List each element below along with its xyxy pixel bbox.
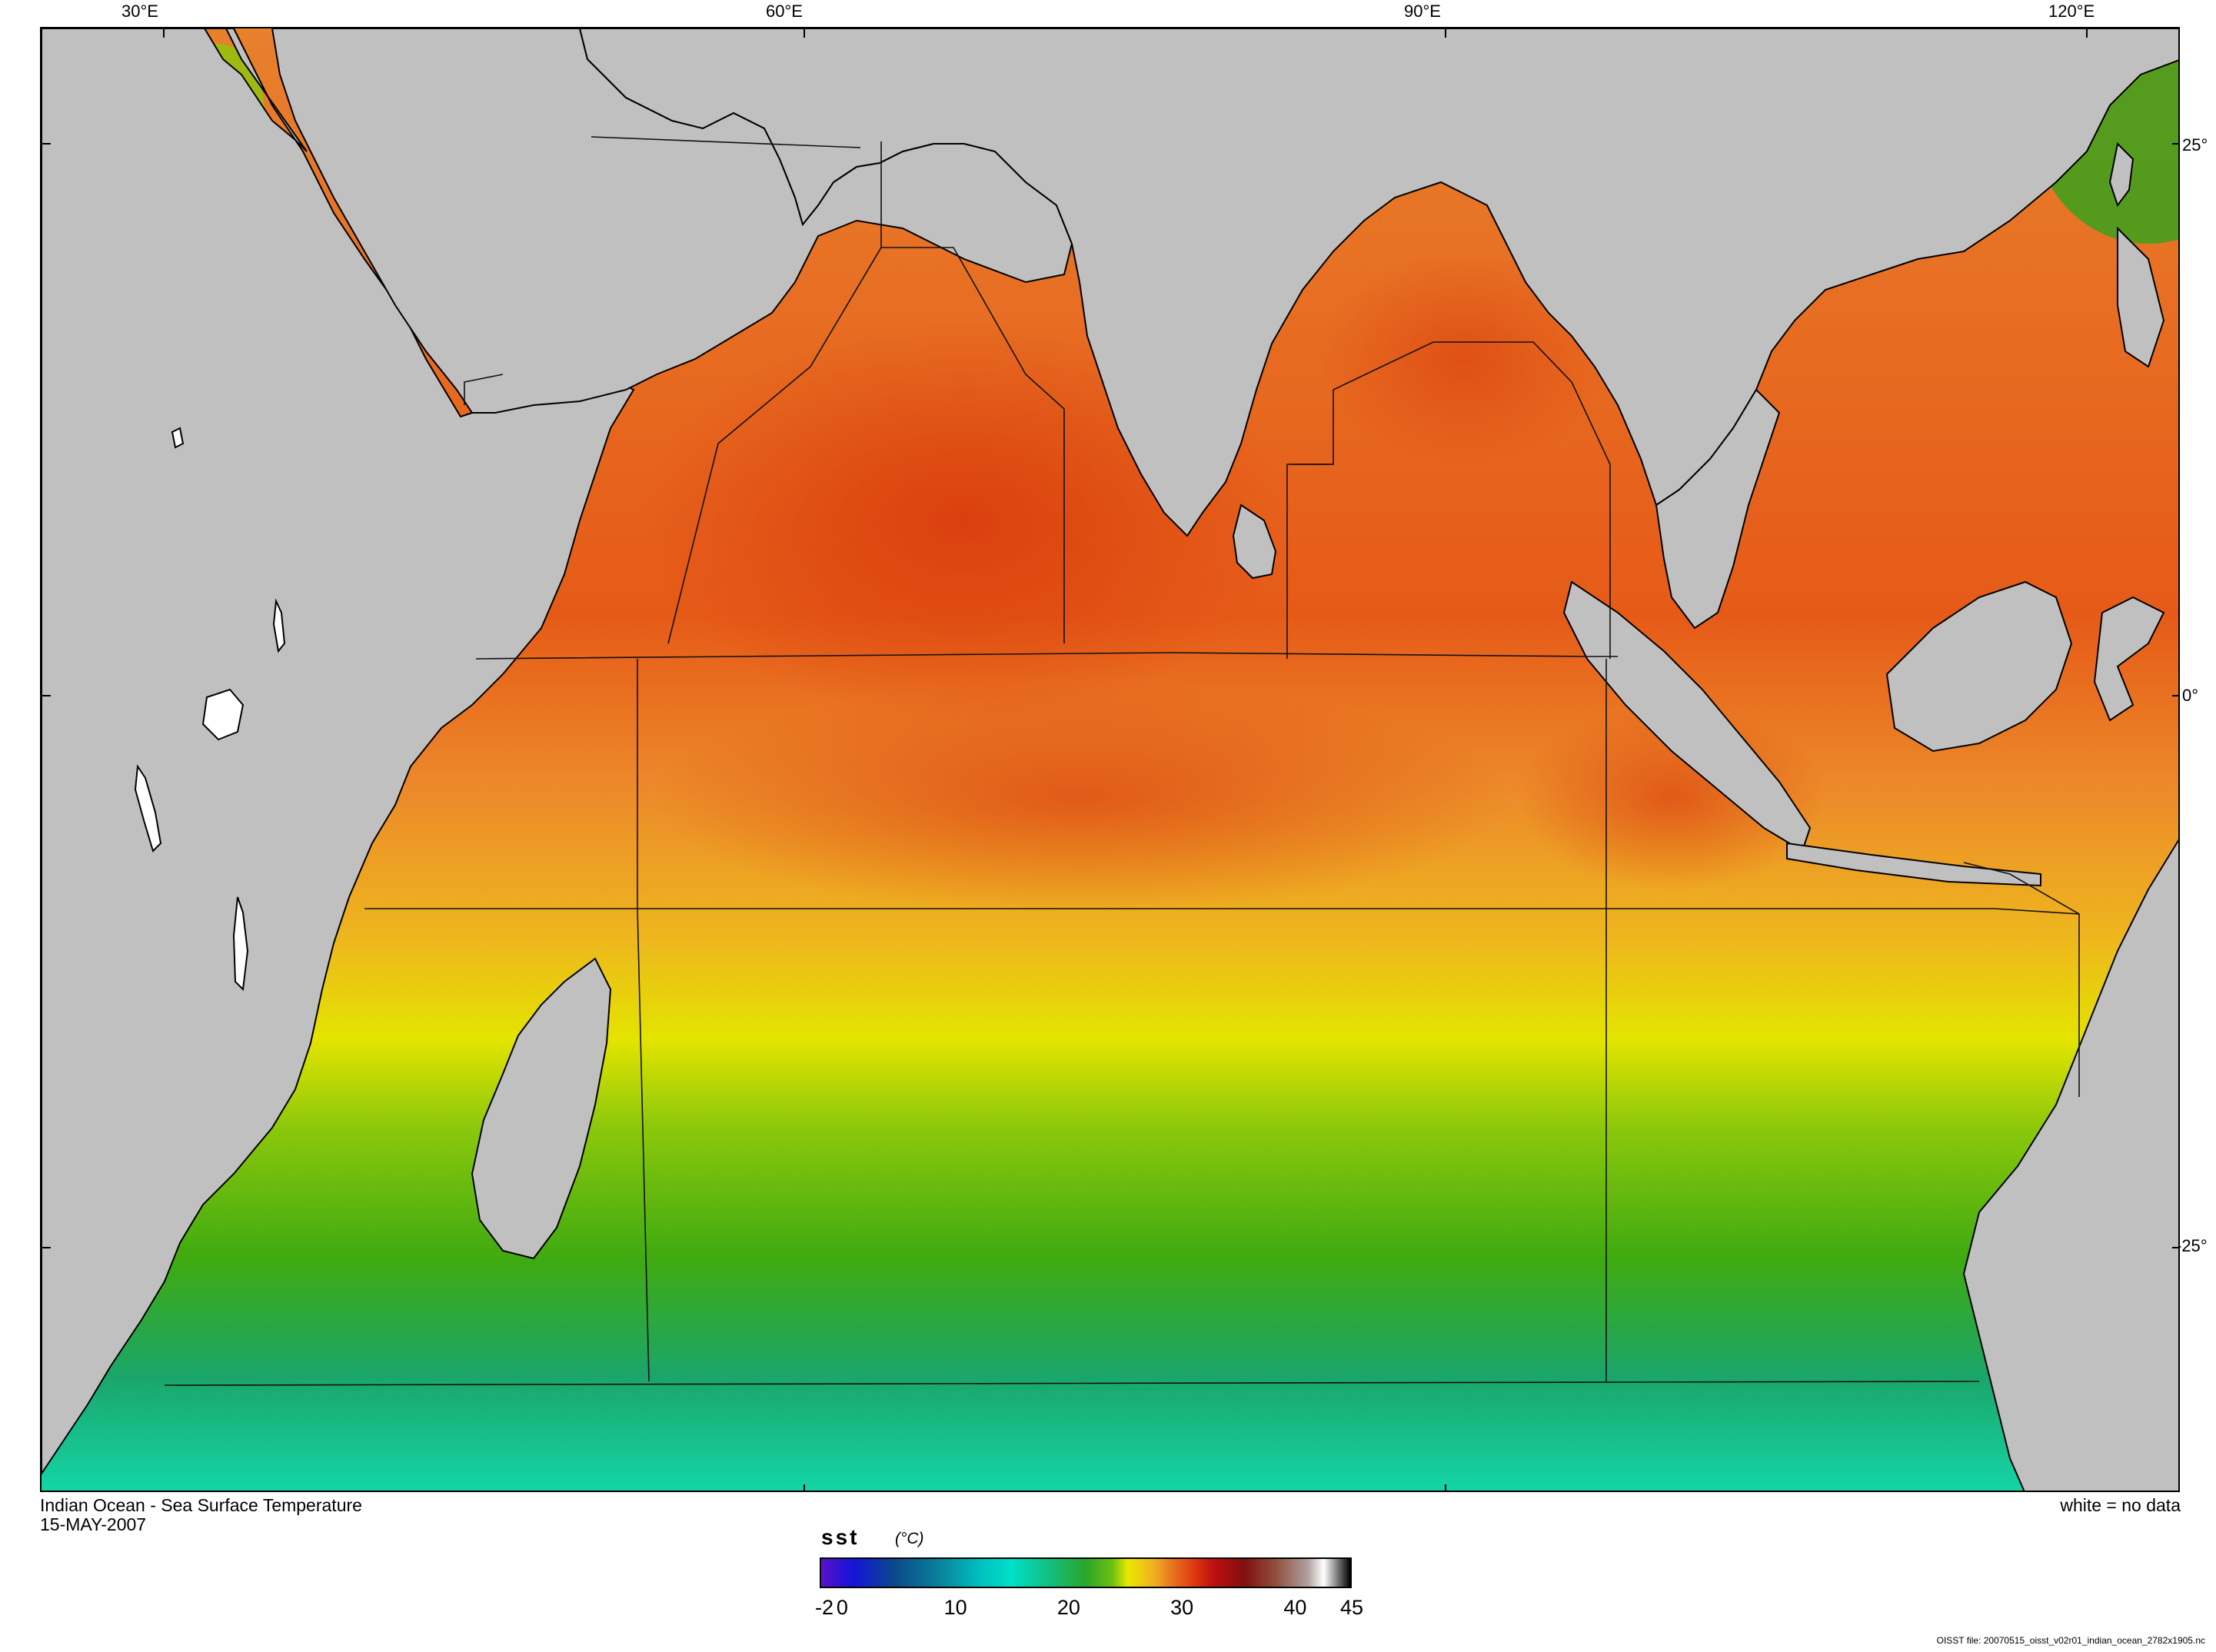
colorbar-tick-label: 20 — [1056, 1596, 1080, 1619]
land-java — [1786, 842, 2041, 887]
colorbar-tick-label: 40 — [1283, 1596, 1307, 1619]
legend-variable: sst — [821, 1525, 860, 1549]
no-data-lake-victoria — [201, 688, 245, 741]
colorbar-tick-label: 10 — [943, 1596, 967, 1619]
lon-label-90e: 90°E — [1404, 2, 1441, 21]
land-south-asia-north — [578, 28, 2178, 537]
land-sulawesi — [2093, 596, 2165, 722]
lat-label-25s: -25° — [2176, 1236, 2208, 1255]
land-masses — [42, 28, 2178, 1491]
boundary-persian-gulf — [591, 136, 861, 148]
lat-label-25n: 25° — [2182, 135, 2208, 155]
colorbar-tick-label: -2 — [814, 1596, 834, 1619]
colorbar-tick-label: 30 — [1170, 1596, 1194, 1619]
land-australia — [1962, 839, 2178, 1491]
no-data-lake-malawi — [232, 896, 249, 992]
boundary-southern-line — [164, 1381, 1980, 1386]
map-title: Indian Ocean - Sea Surface Temperature — [40, 1495, 362, 1515]
basin-boundaries — [164, 136, 2080, 1386]
no-data-areas — [134, 427, 286, 992]
sst-map — [40, 27, 2180, 1492]
lon-label-120e: 120°E — [2048, 2, 2095, 21]
land-borneo — [1885, 580, 2073, 753]
no-data-lake-tanganyika — [134, 764, 162, 853]
land-taiwan — [2108, 141, 2134, 208]
no-data-lake-turkana — [272, 598, 286, 653]
no-data-note: white = no data — [2060, 1495, 2181, 1515]
lon-label-60e: 60°E — [766, 2, 803, 21]
land-sri-lanka — [1232, 504, 1277, 580]
map-date: 15-MAY-2007 — [40, 1514, 147, 1534]
land-malay-peninsula — [1655, 388, 1781, 630]
boundary-timor — [1963, 862, 2080, 915]
boundary-north-equator — [475, 652, 1618, 660]
boundary-arabian-sea-west — [667, 247, 882, 644]
no-data-small-lake — [171, 427, 185, 449]
boundary-arabian-sea-east — [880, 141, 1065, 643]
axis-ticks — [42, 28, 2178, 1491]
land-philippines — [2117, 226, 2165, 368]
legend-units: (°C) — [895, 1530, 924, 1547]
boundary-south-line — [364, 908, 2080, 1097]
warm-pool-equatorial — [649, 682, 1510, 912]
sst-map-canvas — [42, 28, 2178, 1491]
colorbar-tick-label: 0 — [836, 1596, 848, 1619]
land-madagascar — [471, 957, 612, 1260]
lon-label-30e: 30°E — [121, 2, 158, 21]
colorbar-tick-label: 45 — [1339, 1596, 1364, 1619]
warm-pool-bay-of-bengal — [1318, 251, 1610, 467]
sst-colorbar — [820, 1557, 1352, 1588]
boundary-gulf-of-aden — [464, 374, 504, 405]
file-note: OISST file: 20070515_oisst_v02r01_indian… — [1936, 1635, 2205, 1646]
lat-label-0: 0° — [2182, 686, 2199, 705]
land-africa-arabia — [42, 28, 635, 1475]
